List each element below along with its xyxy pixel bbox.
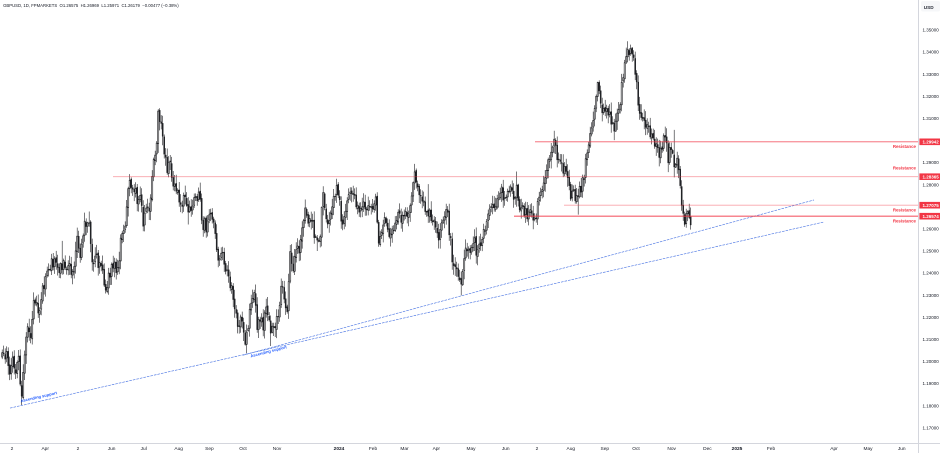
svg-text:Apr: Apr [433, 446, 441, 452]
svg-text:1.26000: 1.26000 [923, 227, 940, 232]
svg-text:Resistance: Resistance [893, 219, 917, 224]
svg-text:1.17000: 1.17000 [923, 425, 940, 430]
svg-text:Feb: Feb [369, 446, 378, 452]
svg-text:2: 2 [77, 446, 80, 452]
svg-text:1.21000: 1.21000 [923, 337, 940, 342]
svg-text:1.22000: 1.22000 [923, 315, 940, 320]
svg-text:Sep: Sep [205, 446, 214, 452]
svg-text:May: May [466, 446, 476, 452]
svg-text:Jun: Jun [898, 446, 906, 452]
svg-text:1.18000: 1.18000 [923, 403, 940, 408]
svg-text:2025: 2025 [732, 446, 743, 452]
svg-text:Aug: Aug [174, 446, 183, 452]
svg-text:May: May [863, 446, 873, 452]
svg-text:2: 2 [536, 446, 539, 452]
svg-text:1.24000: 1.24000 [923, 271, 940, 276]
svg-text:Oct: Oct [632, 446, 640, 452]
svg-text:2024: 2024 [334, 446, 345, 452]
svg-text:Resistance: Resistance [893, 144, 917, 149]
svg-text:Resistance: Resistance [893, 166, 917, 171]
svg-text:1.20000: 1.20000 [923, 359, 940, 364]
svg-text:Sep: Sep [601, 446, 610, 452]
svg-text:Nov: Nov [667, 446, 676, 452]
svg-text:Nov: Nov [273, 446, 282, 452]
svg-text:1.32000: 1.32000 [923, 94, 940, 99]
svg-text:1.29000: 1.29000 [923, 160, 940, 165]
svg-text:Oct: Oct [239, 446, 247, 452]
svg-text:1.33000: 1.33000 [923, 72, 940, 77]
svg-text:2: 2 [11, 446, 14, 452]
svg-text:1.28000: 1.28000 [923, 182, 940, 187]
svg-text:Mar: Mar [400, 446, 409, 452]
svg-text:GBPUSD, 1D, FPMARKETS O1.2657: GBPUSD, 1D, FPMARKETS O1.26575 H1.26969 … [3, 3, 179, 8]
svg-text:1.27075: 1.27075 [923, 203, 940, 208]
svg-text:Resistance: Resistance [893, 208, 917, 213]
svg-text:Apr: Apr [41, 446, 49, 452]
svg-text:Dec: Dec [703, 446, 712, 452]
svg-text:1.26574: 1.26574 [923, 214, 940, 219]
svg-text:Apr: Apr [830, 446, 838, 452]
svg-text:Jul: Jul [141, 446, 147, 452]
svg-text:Jun: Jun [502, 446, 510, 452]
svg-text:Feb: Feb [767, 446, 776, 452]
svg-text:1.31000: 1.31000 [923, 116, 940, 121]
svg-text:1.29942: 1.29942 [923, 140, 940, 145]
svg-text:1.23000: 1.23000 [923, 293, 940, 298]
svg-text:1.25000: 1.25000 [923, 249, 940, 254]
svg-text:Aug: Aug [567, 446, 576, 452]
svg-text:Jun: Jun [108, 446, 116, 452]
svg-text:1.19000: 1.19000 [923, 381, 940, 386]
svg-text:1.35000: 1.35000 [923, 28, 940, 33]
svg-text:1.34000: 1.34000 [923, 50, 940, 55]
svg-text:1.28365: 1.28365 [923, 174, 940, 179]
svg-text:USD: USD [924, 5, 935, 10]
